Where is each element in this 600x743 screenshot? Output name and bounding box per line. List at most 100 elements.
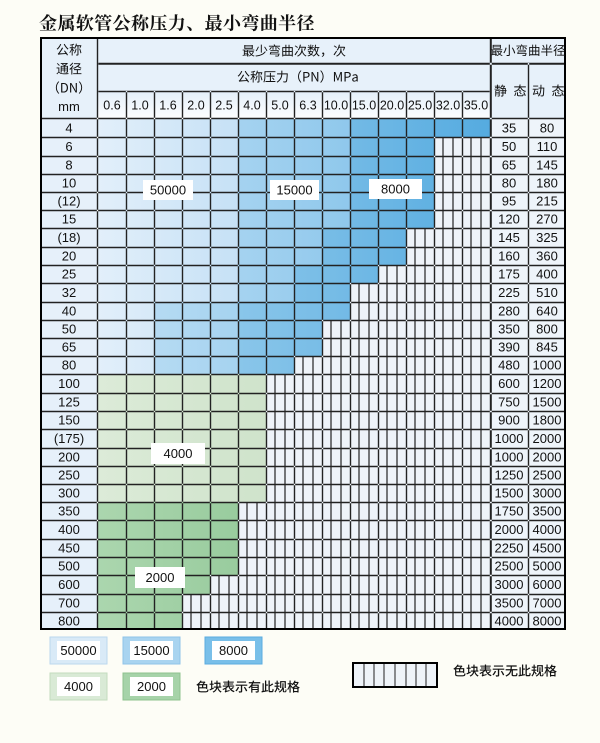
svg-text:640: 640 bbox=[536, 304, 558, 319]
svg-text:4.0: 4.0 bbox=[243, 99, 260, 113]
svg-text:20: 20 bbox=[62, 249, 76, 264]
svg-text:6000: 6000 bbox=[533, 577, 562, 592]
svg-text:1.0: 1.0 bbox=[131, 99, 148, 113]
svg-text:20.0: 20.0 bbox=[380, 99, 404, 113]
svg-text:270: 270 bbox=[536, 212, 558, 227]
svg-text:145: 145 bbox=[536, 158, 558, 173]
svg-text:2250: 2250 bbox=[495, 541, 524, 556]
svg-text:3000: 3000 bbox=[533, 486, 562, 501]
svg-text:225: 225 bbox=[498, 285, 520, 300]
svg-text:4000: 4000 bbox=[495, 614, 524, 629]
svg-text:160: 160 bbox=[498, 249, 520, 264]
svg-text:4000: 4000 bbox=[164, 446, 193, 461]
svg-text:4000: 4000 bbox=[533, 522, 562, 537]
svg-text:1200: 1200 bbox=[533, 376, 562, 391]
svg-text:1.6: 1.6 bbox=[159, 99, 176, 113]
svg-text:1000: 1000 bbox=[495, 431, 524, 446]
svg-text:110: 110 bbox=[537, 139, 558, 154]
svg-text:(12): (12) bbox=[57, 194, 80, 209]
svg-text:8000: 8000 bbox=[219, 643, 248, 658]
svg-text:215: 215 bbox=[536, 194, 558, 209]
svg-text:4000: 4000 bbox=[64, 679, 93, 694]
svg-text:3500: 3500 bbox=[533, 504, 562, 519]
svg-text:600: 600 bbox=[58, 577, 80, 592]
svg-text:500: 500 bbox=[58, 559, 80, 574]
svg-text:280: 280 bbox=[498, 304, 520, 319]
svg-text:510: 510 bbox=[536, 285, 558, 300]
svg-text:1000: 1000 bbox=[495, 450, 524, 465]
svg-text:80: 80 bbox=[540, 121, 554, 136]
svg-text:50000: 50000 bbox=[60, 643, 96, 658]
svg-text:600: 600 bbox=[498, 376, 520, 391]
svg-text:400: 400 bbox=[58, 522, 80, 537]
svg-text:175: 175 bbox=[498, 267, 520, 282]
svg-text:35: 35 bbox=[502, 121, 516, 136]
svg-text:65: 65 bbox=[62, 340, 76, 355]
svg-text:3500: 3500 bbox=[495, 596, 524, 611]
svg-text:0.6: 0.6 bbox=[103, 99, 120, 113]
svg-text:2000: 2000 bbox=[137, 679, 166, 694]
svg-text:250: 250 bbox=[58, 468, 80, 483]
svg-text:8: 8 bbox=[65, 158, 72, 173]
svg-text:350: 350 bbox=[498, 322, 520, 337]
svg-text:5000: 5000 bbox=[533, 559, 562, 574]
svg-text:360: 360 bbox=[536, 249, 558, 264]
svg-text:800: 800 bbox=[536, 322, 558, 337]
svg-text:450: 450 bbox=[58, 541, 80, 556]
svg-text:6.3: 6.3 bbox=[299, 99, 316, 113]
svg-text:1500: 1500 bbox=[495, 486, 524, 501]
svg-text:mm: mm bbox=[58, 99, 80, 114]
svg-text:80: 80 bbox=[62, 358, 76, 373]
svg-text:15: 15 bbox=[62, 212, 76, 227]
svg-text:50: 50 bbox=[502, 139, 516, 154]
svg-text:10: 10 bbox=[62, 176, 76, 191]
svg-text:6: 6 bbox=[65, 139, 72, 154]
svg-text:200: 200 bbox=[58, 450, 80, 465]
svg-text:480: 480 bbox=[498, 358, 520, 373]
svg-text:1750: 1750 bbox=[495, 504, 524, 519]
svg-text:325: 325 bbox=[536, 230, 558, 245]
svg-text:65: 65 bbox=[502, 158, 516, 173]
svg-text:50: 50 bbox=[62, 322, 76, 337]
svg-text:4500: 4500 bbox=[533, 541, 562, 556]
svg-text:1800: 1800 bbox=[533, 413, 562, 428]
svg-text:15000: 15000 bbox=[133, 643, 169, 658]
svg-text:32.0: 32.0 bbox=[436, 99, 460, 113]
svg-text:2000: 2000 bbox=[533, 450, 562, 465]
svg-text:800: 800 bbox=[58, 614, 80, 629]
svg-text:350: 350 bbox=[58, 504, 80, 519]
svg-text:15000: 15000 bbox=[276, 183, 312, 198]
svg-text:95: 95 bbox=[502, 194, 516, 209]
svg-text:120: 120 bbox=[498, 212, 520, 227]
svg-text:845: 845 bbox=[536, 340, 558, 355]
svg-text:100: 100 bbox=[58, 376, 80, 391]
svg-text:2500: 2500 bbox=[533, 468, 562, 483]
svg-text:7000: 7000 bbox=[533, 596, 562, 611]
svg-text:25.0: 25.0 bbox=[408, 99, 432, 113]
svg-text:15.0: 15.0 bbox=[352, 99, 376, 113]
svg-text:80: 80 bbox=[502, 176, 516, 191]
svg-text:40: 40 bbox=[62, 304, 76, 319]
svg-text:(18): (18) bbox=[57, 230, 80, 245]
svg-text:3000: 3000 bbox=[495, 577, 524, 592]
svg-text:125: 125 bbox=[58, 395, 80, 410]
svg-text:900: 900 bbox=[498, 413, 520, 428]
svg-text:150: 150 bbox=[58, 413, 80, 428]
svg-text:2000: 2000 bbox=[533, 431, 562, 446]
svg-text:300: 300 bbox=[58, 486, 80, 501]
svg-text:10.0: 10.0 bbox=[324, 99, 348, 113]
svg-text:25: 25 bbox=[62, 267, 76, 282]
svg-text:4: 4 bbox=[65, 121, 72, 136]
svg-text:1500: 1500 bbox=[533, 395, 562, 410]
svg-text:2.5: 2.5 bbox=[215, 99, 232, 113]
svg-text:400: 400 bbox=[536, 267, 558, 282]
svg-text:32: 32 bbox=[62, 285, 76, 300]
svg-text:2000: 2000 bbox=[146, 570, 175, 585]
svg-text:5.0: 5.0 bbox=[271, 99, 288, 113]
svg-text:750: 750 bbox=[498, 395, 520, 410]
svg-text:8000: 8000 bbox=[533, 614, 562, 629]
svg-text:1250: 1250 bbox=[495, 468, 524, 483]
svg-text:1000: 1000 bbox=[533, 358, 562, 373]
svg-text:180: 180 bbox=[536, 176, 558, 191]
svg-text:8000: 8000 bbox=[381, 182, 410, 197]
